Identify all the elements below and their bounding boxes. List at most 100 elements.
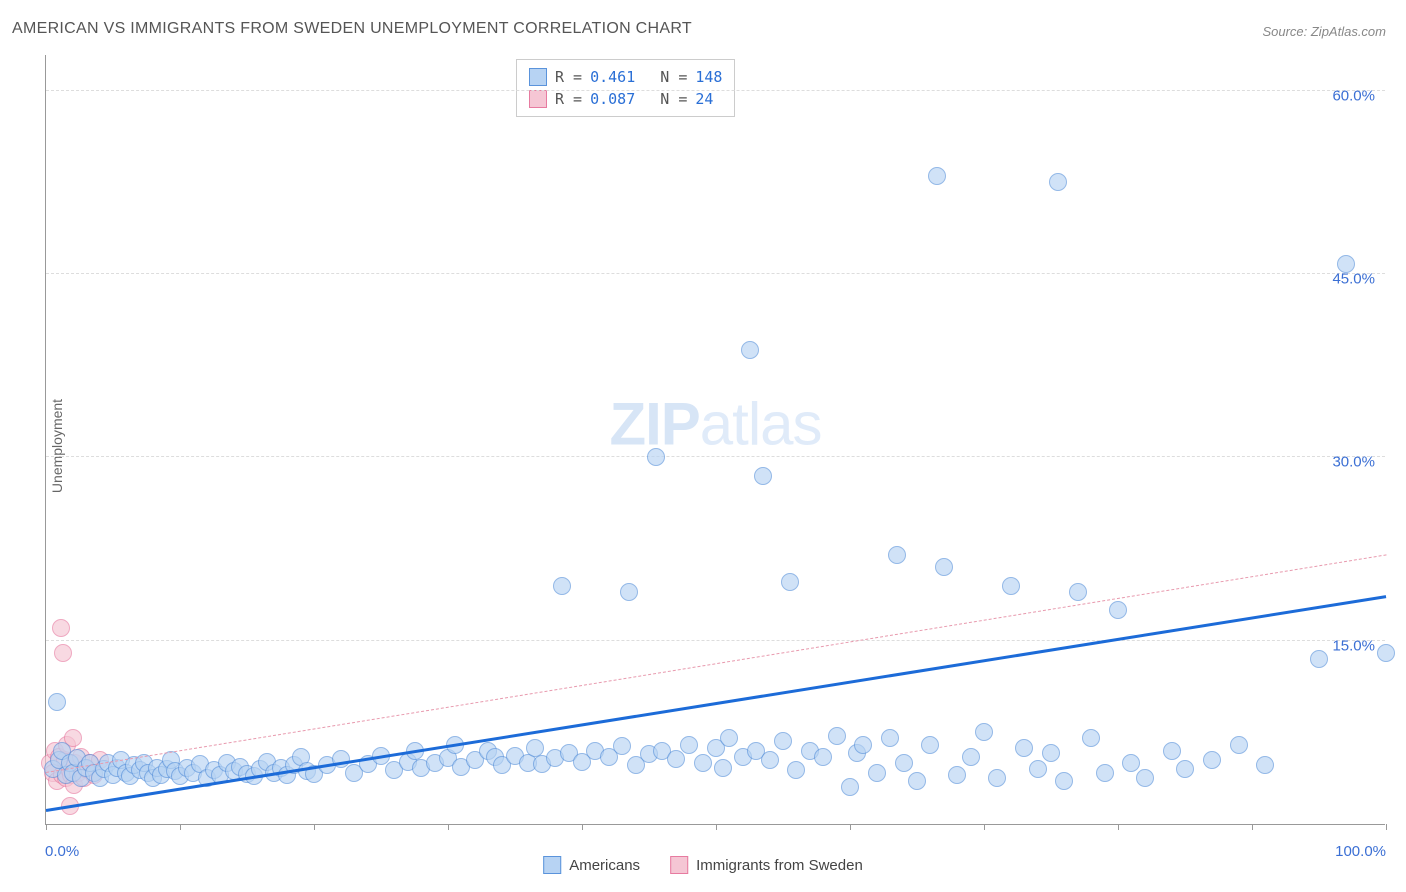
data-point [1230,736,1248,754]
y-tick-label: 60.0% [1332,87,1375,104]
plot-area: ZIPatlas R = 0.461 N = 148 R = 0.087 N =… [45,55,1385,825]
swatch-americans-icon [543,856,561,874]
gridline [46,90,1385,91]
x-tick [1252,824,1253,830]
data-point [868,764,886,782]
data-point [1055,772,1073,790]
data-point [48,693,66,711]
chart-container: AMERICAN VS IMMIGRANTS FROM SWEDEN UNEMP… [0,0,1406,892]
x-tick [1386,824,1387,830]
n-label: N = [660,68,687,86]
legend-row-americans: R = 0.461 N = 148 [529,66,722,88]
data-point [1122,754,1140,772]
source-name: ZipAtlas.com [1311,24,1386,39]
legend-item-americans: Americans [543,856,640,874]
data-point [1203,751,1221,769]
data-point [1042,744,1060,762]
chart-title: AMERICAN VS IMMIGRANTS FROM SWEDEN UNEMP… [12,20,692,38]
data-point [935,558,953,576]
data-point [1096,764,1114,782]
data-point [720,729,738,747]
x-tick [1118,824,1119,830]
gridline [46,456,1385,457]
y-tick-label: 15.0% [1332,637,1375,654]
data-point [928,167,946,185]
data-point [1136,769,1154,787]
data-point [1002,577,1020,595]
x-tick [314,824,315,830]
r-label: R = [555,68,582,86]
data-point [962,748,980,766]
watermark-atlas: atlas [700,391,822,458]
data-point [741,341,759,359]
data-point [948,766,966,784]
data-point [1082,729,1100,747]
data-point [613,737,631,755]
legend-label-americans: Americans [569,857,640,874]
data-point [988,769,1006,787]
data-point [694,754,712,772]
data-point [1049,173,1067,191]
x-axis-max-label: 100.0% [1335,843,1386,860]
data-point [1163,742,1181,760]
legend-label-immigrants: Immigrants from Sweden [696,857,863,874]
n-value-americans: 148 [695,68,722,86]
data-point [1377,644,1395,662]
x-tick [582,824,583,830]
swatch-americans [529,68,547,86]
legend-row-immigrants: R = 0.087 N = 24 [529,88,722,110]
data-point [828,727,846,745]
data-point [52,619,70,637]
data-point [888,546,906,564]
n-value-immigrants: 24 [695,90,713,108]
series-legend: Americans Immigrants from Sweden [543,856,863,874]
data-point [841,778,859,796]
data-point [1029,760,1047,778]
data-point [908,772,926,790]
data-point [1069,583,1087,601]
data-point [1337,255,1355,273]
data-point [975,723,993,741]
trend-line [46,595,1386,812]
x-tick [716,824,717,830]
gridline [46,273,1385,274]
data-point [553,577,571,595]
legend-item-immigrants: Immigrants from Sweden [670,856,863,874]
data-point [854,736,872,754]
n-label: N = [660,90,687,108]
correlation-legend: R = 0.461 N = 148 R = 0.087 N = 24 [516,59,735,117]
data-point [1109,601,1127,619]
data-point [895,754,913,772]
data-point [667,750,685,768]
x-tick [984,824,985,830]
r-label: R = [555,90,582,108]
watermark: ZIPatlas [609,390,821,459]
y-tick-label: 45.0% [1332,271,1375,288]
data-point [680,736,698,754]
data-point [761,751,779,769]
x-tick [46,824,47,830]
x-tick [448,824,449,830]
data-point [787,761,805,779]
x-tick [850,824,851,830]
data-point [774,732,792,750]
r-value-immigrants: 0.087 [590,90,635,108]
source-attribution: Source: ZipAtlas.com [1262,24,1386,39]
data-point [1256,756,1274,774]
data-point [754,467,772,485]
data-point [1176,760,1194,778]
data-point [921,736,939,754]
data-point [781,573,799,591]
swatch-immigrants [529,90,547,108]
data-point [1310,650,1328,668]
data-point [814,748,832,766]
x-axis-min-label: 0.0% [45,843,79,860]
data-point [54,644,72,662]
swatch-immigrants-icon [670,856,688,874]
r-value-americans: 0.461 [590,68,635,86]
data-point [1015,739,1033,757]
x-tick [180,824,181,830]
data-point [647,448,665,466]
gridline [46,640,1385,641]
data-point [881,729,899,747]
